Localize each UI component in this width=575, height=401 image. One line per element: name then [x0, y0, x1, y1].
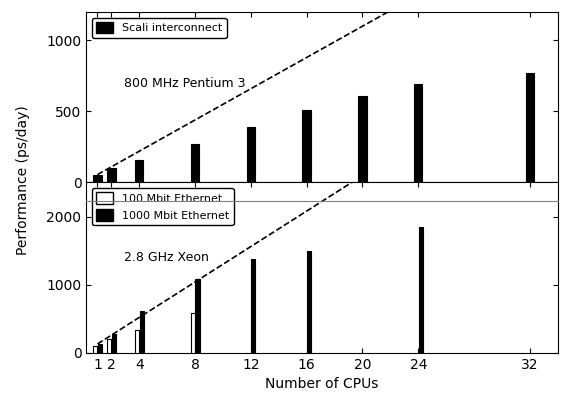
Bar	[93, 175, 102, 182]
X-axis label: Number of CPUs: Number of CPUs	[265, 377, 379, 391]
Bar	[107, 168, 116, 182]
Bar	[419, 227, 423, 353]
Text: 2.8 GHz Xeon: 2.8 GHz Xeon	[124, 251, 209, 263]
Bar	[302, 110, 311, 182]
Bar	[93, 346, 97, 353]
Bar	[307, 251, 311, 353]
Bar	[135, 330, 139, 353]
Legend: 100 Mbit Ethernet, 1000 Mbit Ethernet: 100 Mbit Ethernet, 1000 Mbit Ethernet	[92, 188, 233, 225]
Bar	[191, 144, 200, 182]
Bar	[140, 311, 144, 353]
Bar	[107, 338, 111, 353]
Bar	[526, 73, 534, 182]
Bar	[247, 127, 255, 182]
Bar	[358, 96, 367, 182]
Text: 800 MHz Pentium 3: 800 MHz Pentium 3	[124, 77, 246, 90]
Bar	[196, 279, 200, 353]
Text: Performance (ps/day): Performance (ps/day)	[16, 105, 30, 255]
Bar	[112, 334, 116, 353]
Bar	[251, 259, 255, 353]
Legend: Scali interconnect: Scali interconnect	[92, 18, 227, 38]
Bar	[98, 344, 102, 353]
Bar	[414, 85, 423, 182]
Bar	[135, 160, 143, 182]
Bar	[190, 313, 195, 353]
